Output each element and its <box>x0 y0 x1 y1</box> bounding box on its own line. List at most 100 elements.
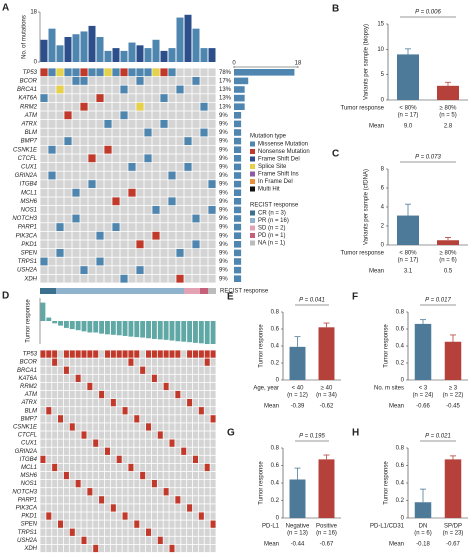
grid-cell <box>128 231 136 240</box>
grid-cell <box>48 197 56 206</box>
grid-cell <box>128 240 136 249</box>
grid-cell <box>192 374 198 382</box>
pct-label: 9% <box>219 259 228 265</box>
grid-cell <box>146 536 152 544</box>
grid-cell <box>200 266 208 274</box>
grid-cell <box>63 480 69 488</box>
grid-cell <box>157 415 163 423</box>
grid-cell <box>120 266 128 274</box>
grid-cell <box>168 180 176 188</box>
grid-cell <box>175 480 181 488</box>
waterfall-bar <box>93 321 99 333</box>
grid-cell <box>128 463 134 472</box>
grid-cell <box>56 94 64 102</box>
grid-cell <box>204 455 210 463</box>
mutation-cell <box>104 120 112 128</box>
mean-title: Mean <box>264 404 279 410</box>
grid-cell <box>168 206 176 214</box>
grid-cell <box>112 145 120 154</box>
grid-cell <box>64 274 72 283</box>
mutation-count-bar <box>144 48 152 62</box>
grid-cell <box>184 206 192 214</box>
grid-cell <box>116 415 122 423</box>
grid-cell <box>184 94 192 102</box>
grid-cell <box>99 350 105 358</box>
grid-cell <box>187 407 193 415</box>
grid-cell <box>112 274 120 283</box>
gene-label: CTCFL <box>18 433 37 439</box>
grid-cell <box>40 407 46 415</box>
grid-cell <box>208 257 216 266</box>
mutation-cell <box>208 206 216 214</box>
gene-label: XDH <box>23 276 37 282</box>
grid-cell <box>134 399 140 407</box>
grid-cell <box>72 145 80 154</box>
grid-cell <box>163 480 169 488</box>
grid-cell <box>184 85 192 94</box>
grid-cell <box>192 382 198 391</box>
grid-cell <box>72 128 80 137</box>
grid-cell <box>81 423 87 431</box>
grid-cell <box>151 471 157 480</box>
mutation-cell <box>200 128 208 137</box>
grid-cell <box>96 223 104 231</box>
grid-cell <box>144 77 152 85</box>
pct-label: 9% <box>219 199 228 205</box>
grid-cell <box>104 544 110 553</box>
grid-cell <box>204 350 210 358</box>
grid-cell <box>208 94 216 102</box>
grid-cell <box>175 350 181 358</box>
grid-cell <box>120 197 128 206</box>
waterfall-bar <box>157 321 163 340</box>
grid-cell <box>210 536 216 544</box>
grid-cell <box>52 431 58 439</box>
grid-cell <box>163 536 169 544</box>
grid-cell <box>56 231 64 240</box>
grid-cell <box>168 240 176 249</box>
mutation-cell <box>104 68 112 77</box>
mutation-count-bar <box>96 37 104 62</box>
gene-label: TRPS1 <box>18 530 37 536</box>
mutation-count-bar <box>104 50 112 62</box>
legend-label: SD (n = 2) <box>258 226 286 232</box>
grid-cell <box>192 102 200 111</box>
grid-cell <box>81 358 87 366</box>
mutation-cell <box>128 68 136 77</box>
grid-cell <box>122 528 128 536</box>
grid-cell <box>140 358 146 366</box>
grid-cell <box>157 350 163 358</box>
grid-cell <box>120 257 128 266</box>
grid-cell <box>46 350 52 358</box>
grid-cell <box>136 249 144 257</box>
grid-cell <box>192 197 200 206</box>
grid-cell <box>160 137 168 145</box>
grid-cell <box>128 85 136 94</box>
grid-cell <box>120 214 128 223</box>
recist-cell <box>208 288 216 294</box>
mutation-cell <box>96 231 104 240</box>
grid-cell <box>87 358 93 366</box>
grid-cell <box>151 350 157 358</box>
grid-cell <box>116 496 122 504</box>
grid-cell <box>122 447 128 455</box>
grid-cell <box>176 223 184 231</box>
grid-cell <box>192 120 200 128</box>
grid-cell <box>93 374 99 382</box>
grid-cell <box>181 382 187 391</box>
grid-cell <box>151 407 157 415</box>
grid-cell <box>210 544 216 553</box>
mutation-cell <box>112 223 120 231</box>
grid-cell <box>134 382 140 391</box>
bar <box>414 323 432 380</box>
grid-cell <box>120 188 128 197</box>
gene-label: ATM <box>24 392 37 398</box>
grid-cell <box>144 102 152 111</box>
grid-cell <box>144 257 152 266</box>
grid-cell <box>56 102 64 111</box>
grid-cell <box>46 431 52 439</box>
grid-cell <box>192 439 198 447</box>
grid-cell <box>40 358 46 366</box>
grid-cell <box>146 407 152 415</box>
group-n: (n = 17) <box>398 258 419 264</box>
grid-cell <box>75 350 81 358</box>
